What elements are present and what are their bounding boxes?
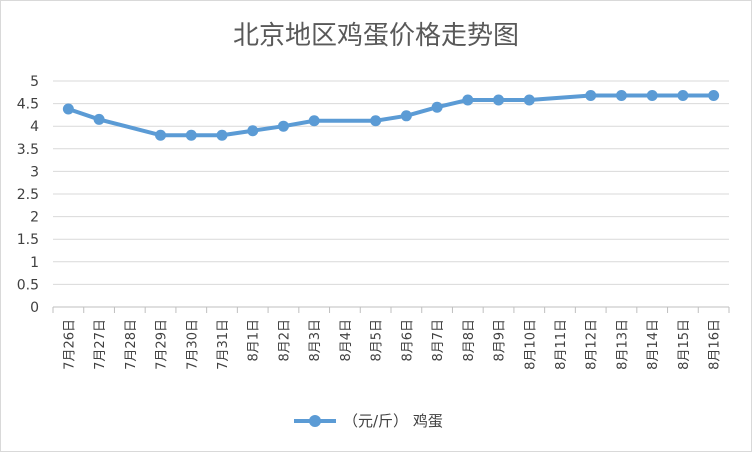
x-tick-label: 7月29日 — [155, 319, 170, 370]
data-point — [708, 89, 720, 101]
x-tick-label: 7月31日 — [216, 319, 231, 370]
x-tick-label: 8月7日 — [431, 319, 446, 362]
x-tick-label: 7月30日 — [185, 319, 200, 370]
y-tick-label: 5 — [30, 74, 39, 90]
x-tick-label: 8月12日 — [585, 319, 600, 370]
data-point — [216, 129, 228, 141]
data-point — [93, 113, 105, 125]
data-point — [585, 89, 597, 101]
y-axis-tick-labels: 0 0.5 1 1.5 2 2.5 3 3.5 4 4.5 5 — [17, 74, 39, 316]
x-tick-label: 8月2日 — [277, 319, 292, 362]
y-tick-label: 0 — [30, 300, 39, 316]
data-point — [400, 110, 412, 122]
y-tick-label: 3 — [30, 164, 39, 180]
x-tick-label: 8月13日 — [615, 319, 630, 370]
x-tick-label: 8月3日 — [308, 319, 323, 362]
x-tick-label: 8月6日 — [400, 319, 415, 362]
data-point — [677, 89, 689, 101]
y-tick-label: 2 — [30, 210, 39, 226]
x-tick-label: 8月4日 — [339, 319, 354, 362]
x-tick-label: 8月14日 — [646, 319, 661, 370]
data-point — [615, 89, 627, 101]
x-tick-label: 7月28日 — [124, 319, 139, 370]
chart-title: 北京地区鸡蛋价格走势图 — [233, 21, 519, 51]
x-tick-label: 8月16日 — [708, 319, 723, 370]
data-point — [431, 101, 443, 113]
data-point — [185, 129, 197, 141]
data-point — [247, 125, 259, 137]
y-tick-label: 2.5 — [17, 187, 39, 203]
data-point — [308, 115, 320, 127]
y-tick-label: 4 — [30, 119, 39, 135]
x-tick-label: 8月15日 — [677, 319, 692, 370]
y-tick-label: 1.5 — [17, 232, 39, 248]
data-point — [370, 115, 382, 127]
data-point — [62, 103, 74, 115]
x-tick-label: 7月26日 — [62, 319, 77, 370]
legend-marker — [309, 415, 321, 427]
legend: （元/斤） 鸡蛋 — [294, 412, 443, 430]
series-line — [67, 93, 714, 138]
data-point — [523, 94, 535, 106]
x-tick-label: 8月11日 — [554, 319, 569, 370]
x-tick-label: 8月8日 — [462, 319, 477, 362]
data-point — [493, 94, 505, 106]
data-point — [155, 129, 167, 141]
data-point — [646, 89, 658, 101]
legend-label: （元/斤） 鸡蛋 — [343, 412, 443, 430]
x-tick-label: 7月27日 — [93, 319, 108, 370]
x-tick-label: 8月5日 — [370, 319, 385, 362]
y-tick-label: 1 — [30, 255, 39, 271]
x-tick-label: 8月1日 — [247, 319, 262, 362]
x-tick-label: 8月9日 — [493, 319, 508, 362]
x-tick-label: 8月10日 — [523, 319, 538, 370]
gridlines — [53, 80, 729, 308]
y-tick-label: 3.5 — [17, 142, 39, 158]
data-point — [277, 120, 289, 132]
data-point — [462, 94, 474, 106]
y-tick-label: 0.5 — [17, 277, 39, 293]
series-layer — [62, 89, 720, 141]
x-axis-tick-labels: 7月26日 7月27日 7月28日 7月29日 7月30日 7月31日 8月1日 8月2日 8月… — [52, 307, 730, 370]
y-tick-label: 4.5 — [17, 97, 39, 113]
